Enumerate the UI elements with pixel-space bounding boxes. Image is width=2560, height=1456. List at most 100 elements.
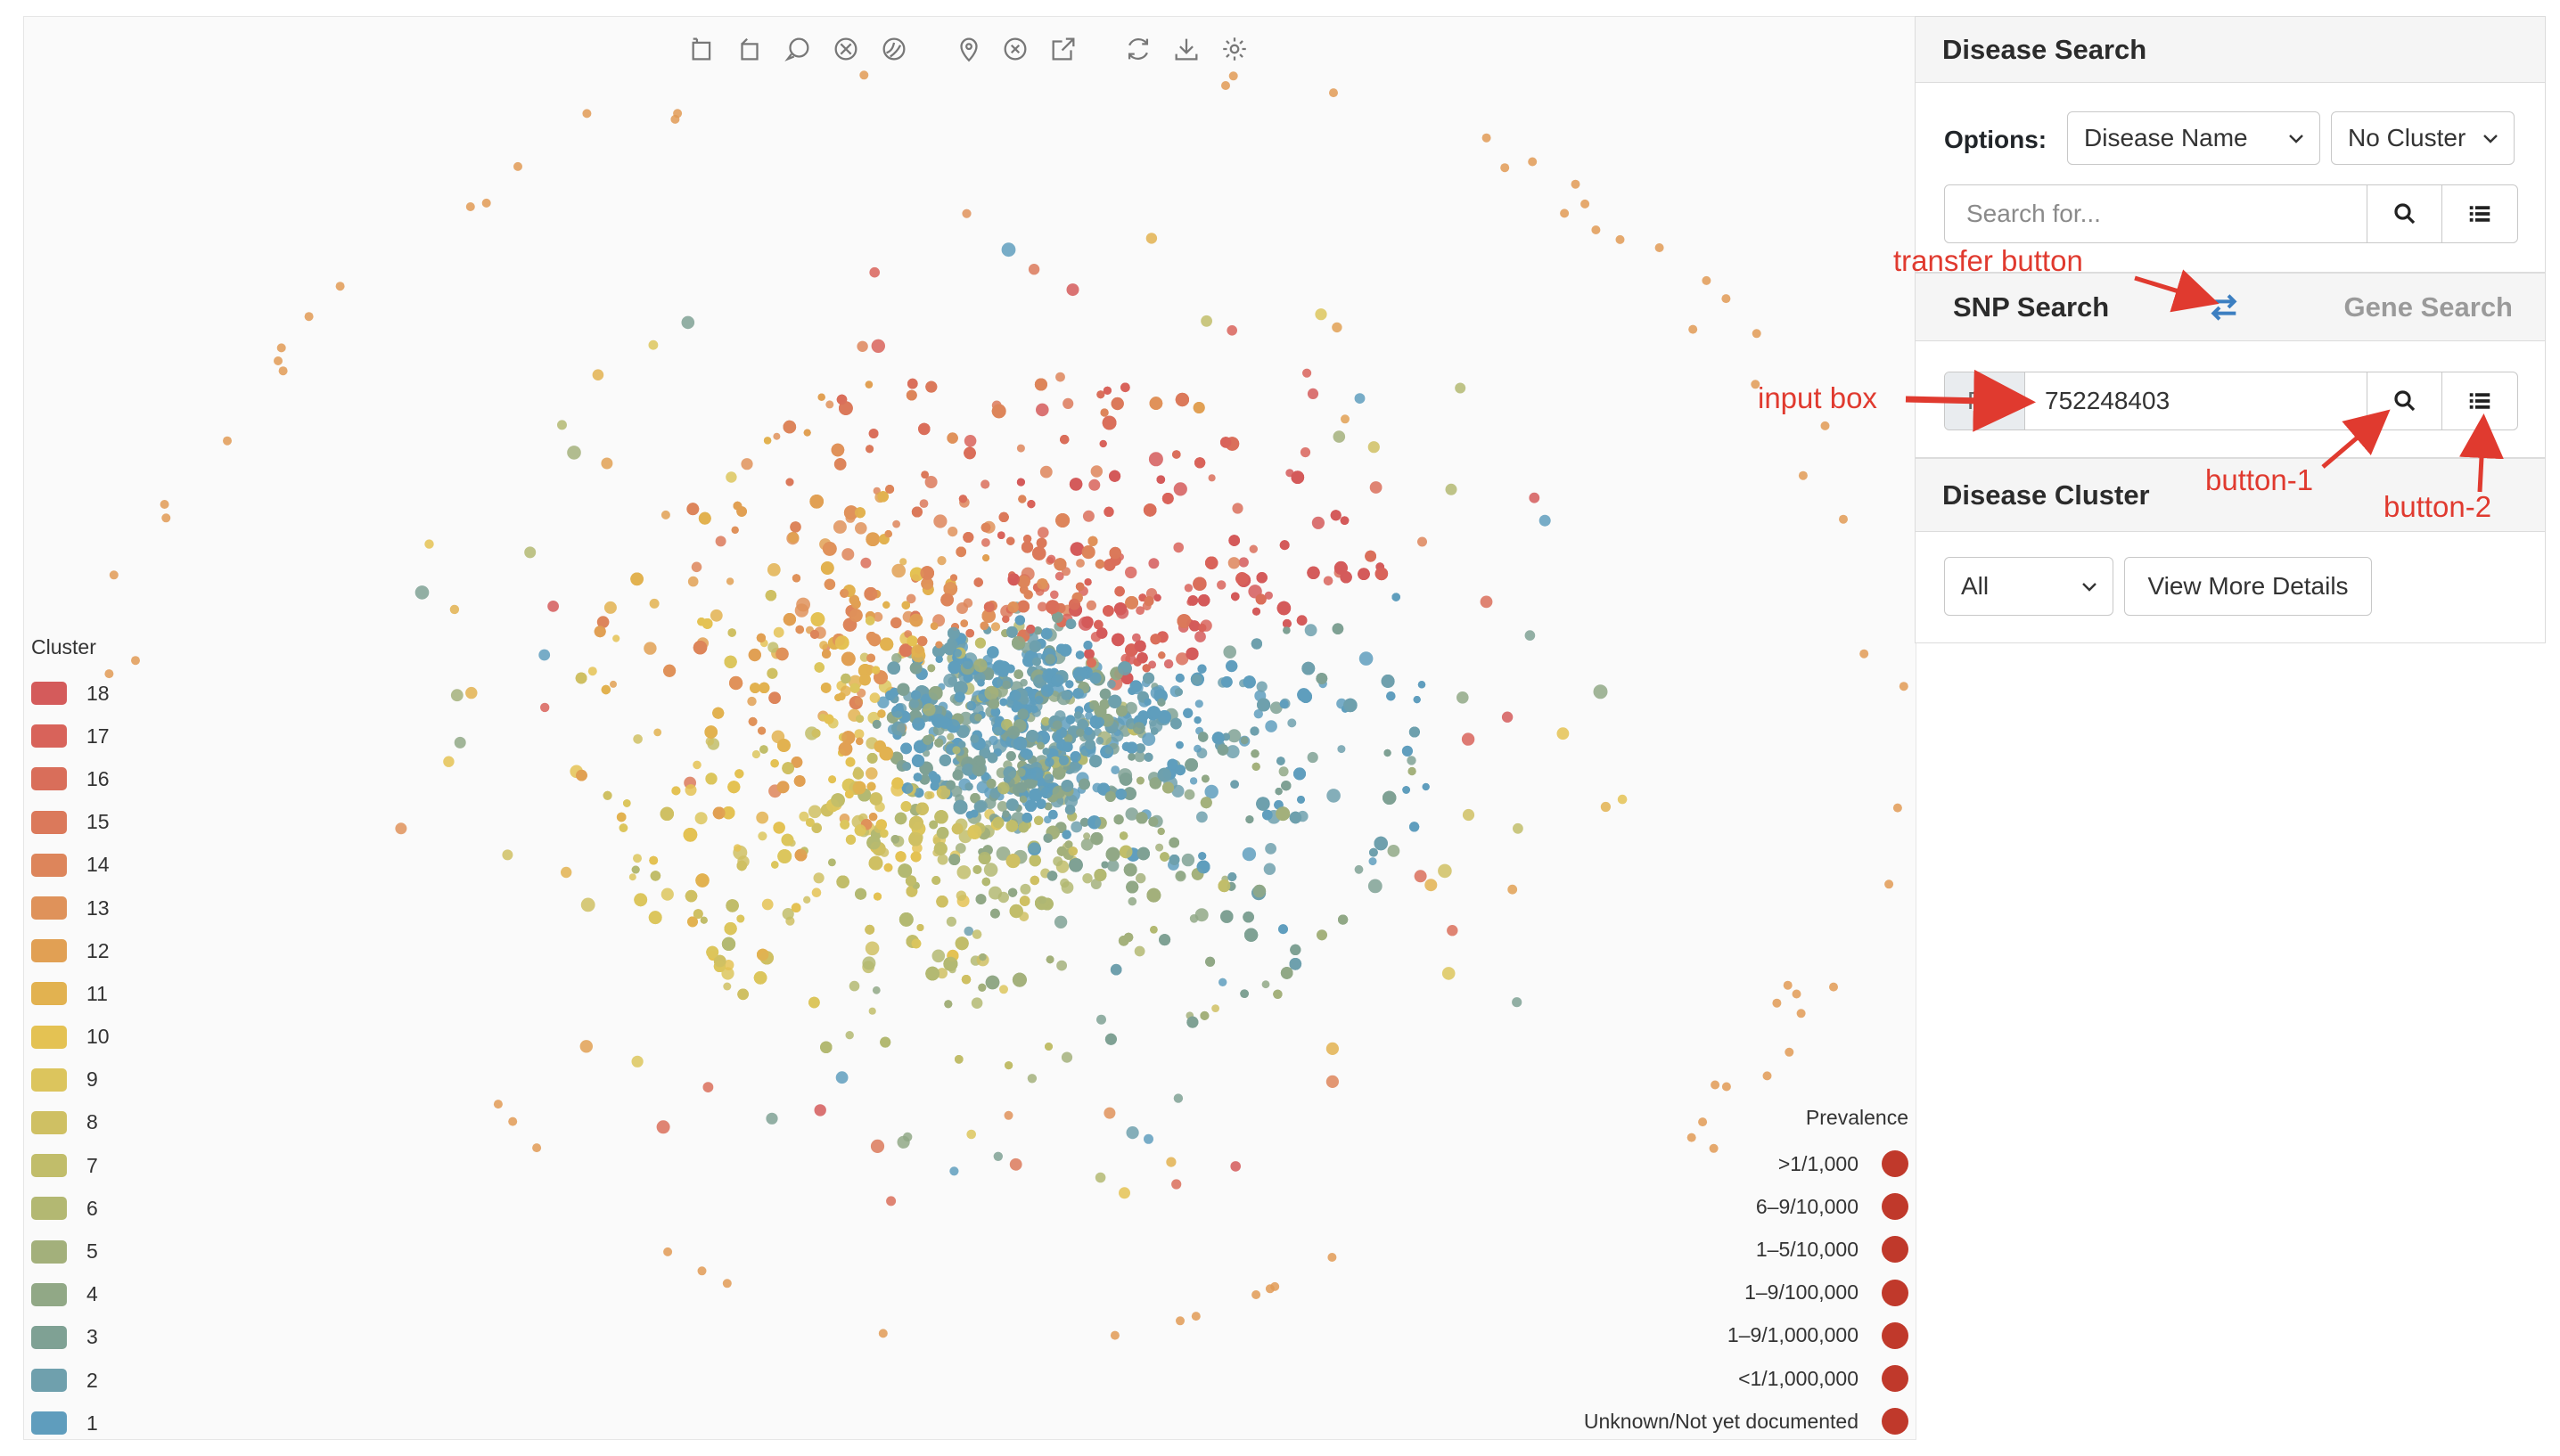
data-point[interactable] bbox=[1075, 582, 1085, 592]
data-point[interactable] bbox=[1163, 658, 1174, 669]
data-point[interactable] bbox=[1104, 747, 1112, 755]
data-point[interactable] bbox=[1176, 652, 1189, 666]
data-point[interactable] bbox=[868, 1007, 876, 1015]
data-point[interactable] bbox=[1197, 664, 1207, 674]
snp-list-button[interactable] bbox=[2441, 372, 2518, 430]
data-point[interactable] bbox=[1311, 516, 1325, 529]
data-point[interactable] bbox=[443, 756, 455, 767]
data-point[interactable] bbox=[1052, 611, 1063, 624]
data-point[interactable] bbox=[1103, 386, 1112, 395]
data-point[interactable] bbox=[956, 546, 966, 558]
data-point[interactable] bbox=[911, 938, 922, 949]
data-point[interactable] bbox=[1365, 550, 1376, 562]
data-point[interactable] bbox=[726, 471, 737, 483]
data-point[interactable] bbox=[700, 916, 708, 924]
data-point[interactable] bbox=[1064, 794, 1079, 808]
data-point[interactable] bbox=[949, 1166, 959, 1176]
data-point[interactable] bbox=[1144, 698, 1152, 706]
data-point[interactable] bbox=[1538, 514, 1551, 527]
data-point[interactable] bbox=[777, 849, 792, 863]
data-point[interactable] bbox=[1150, 634, 1161, 645]
data-point[interactable] bbox=[1256, 572, 1268, 584]
data-point[interactable] bbox=[1061, 881, 1074, 894]
data-point[interactable] bbox=[1300, 447, 1311, 458]
data-point[interactable] bbox=[811, 888, 822, 897]
data-point[interactable] bbox=[1374, 567, 1389, 581]
data-point[interactable] bbox=[899, 558, 907, 566]
data-point[interactable] bbox=[1899, 682, 1908, 691]
data-point[interactable] bbox=[1173, 1093, 1184, 1103]
data-point[interactable] bbox=[872, 719, 882, 729]
disease-list-button[interactable] bbox=[2441, 184, 2518, 243]
data-point[interactable] bbox=[943, 673, 957, 688]
data-point[interactable] bbox=[919, 499, 929, 508]
data-point[interactable] bbox=[1455, 382, 1466, 394]
data-point[interactable] bbox=[1280, 967, 1293, 979]
data-point[interactable] bbox=[582, 109, 592, 119]
data-point[interactable] bbox=[855, 522, 867, 535]
data-point[interactable] bbox=[685, 889, 698, 903]
data-point[interactable] bbox=[1040, 627, 1053, 640]
data-point[interactable] bbox=[1307, 566, 1320, 579]
data-point[interactable] bbox=[845, 757, 856, 767]
data-point[interactable] bbox=[1270, 1281, 1280, 1291]
data-point[interactable] bbox=[890, 687, 899, 698]
data-point[interactable] bbox=[722, 806, 735, 820]
data-point[interactable] bbox=[964, 782, 973, 791]
data-point[interactable] bbox=[918, 422, 931, 436]
data-point[interactable] bbox=[1017, 767, 1026, 777]
data-point[interactable] bbox=[736, 914, 745, 923]
data-point[interactable] bbox=[841, 731, 856, 745]
data-point[interactable] bbox=[860, 666, 869, 675]
data-point[interactable] bbox=[1132, 722, 1145, 734]
data-point[interactable] bbox=[713, 954, 726, 968]
data-point[interactable] bbox=[724, 655, 737, 668]
data-point[interactable] bbox=[1150, 926, 1158, 934]
data-point[interactable] bbox=[934, 810, 948, 824]
data-point[interactable] bbox=[1109, 470, 1121, 482]
data-point[interactable] bbox=[946, 719, 961, 733]
data-point[interactable] bbox=[1045, 654, 1055, 665]
data-point[interactable] bbox=[1201, 315, 1212, 327]
data-point[interactable] bbox=[1028, 842, 1041, 855]
data-point[interactable] bbox=[884, 530, 892, 538]
cluster-legend-item[interactable]: 7 bbox=[31, 1144, 110, 1187]
data-point[interactable] bbox=[1456, 691, 1469, 704]
data-point[interactable] bbox=[1617, 794, 1628, 805]
data-point[interactable] bbox=[1089, 672, 1102, 684]
data-point[interactable] bbox=[834, 635, 849, 650]
data-point[interactable] bbox=[1120, 653, 1131, 664]
cluster-legend-item[interactable]: 15 bbox=[31, 801, 110, 844]
data-point[interactable] bbox=[761, 898, 774, 911]
data-point[interactable] bbox=[782, 762, 794, 774]
data-point[interactable] bbox=[820, 683, 832, 693]
data-point[interactable] bbox=[1341, 414, 1350, 424]
data-point[interactable] bbox=[1105, 847, 1120, 862]
data-point[interactable] bbox=[947, 732, 955, 740]
data-point[interactable] bbox=[633, 734, 643, 744]
data-point[interactable] bbox=[1070, 542, 1085, 556]
transfer-arrows-icon[interactable] bbox=[2206, 290, 2242, 325]
data-point[interactable] bbox=[808, 805, 822, 819]
data-point[interactable] bbox=[1226, 745, 1240, 759]
data-point[interactable] bbox=[1043, 833, 1053, 843]
data-point[interactable] bbox=[1087, 536, 1098, 546]
data-point[interactable] bbox=[1046, 871, 1058, 881]
data-point[interactable] bbox=[849, 609, 863, 623]
data-point[interactable] bbox=[1134, 751, 1145, 763]
data-point[interactable] bbox=[759, 682, 770, 694]
data-point[interactable] bbox=[953, 681, 968, 695]
data-point[interactable] bbox=[1276, 806, 1291, 822]
cluster-legend-item[interactable]: 18 bbox=[31, 672, 110, 715]
data-point[interactable] bbox=[671, 786, 681, 796]
data-point[interactable] bbox=[1034, 378, 1047, 391]
data-point[interactable] bbox=[1654, 243, 1664, 252]
data-point[interactable] bbox=[855, 888, 867, 900]
data-point[interactable] bbox=[1211, 732, 1225, 745]
data-point[interactable] bbox=[653, 728, 662, 737]
data-point[interactable] bbox=[971, 997, 983, 1009]
data-point[interactable] bbox=[986, 779, 997, 789]
data-point[interactable] bbox=[931, 876, 941, 885]
data-point[interactable] bbox=[1005, 820, 1019, 832]
data-point[interactable] bbox=[1119, 831, 1128, 840]
